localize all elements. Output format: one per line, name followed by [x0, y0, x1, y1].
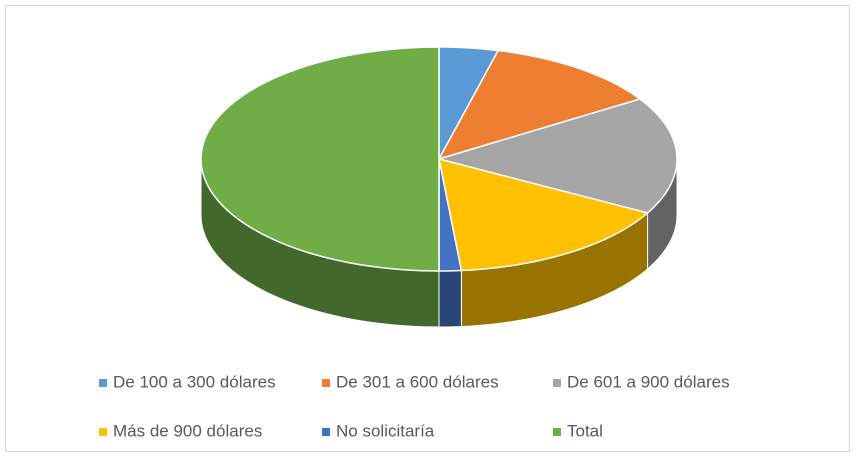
legend-label: No solicitaría: [336, 421, 435, 440]
legend-label: De 100 a 300 dólares: [113, 372, 276, 391]
legend-label: Más de 900 dólares: [113, 421, 262, 440]
legend: De 100 a 300 dólares De 301 a 600 dólares…: [99, 372, 730, 440]
pie-slice: [438, 157, 650, 272]
legend-swatch: [99, 428, 107, 436]
legend-swatch: [553, 428, 561, 436]
pie-slice: [200, 46, 440, 272]
legend-label: De 301 a 600 dólares: [336, 372, 499, 391]
legend-swatch: [322, 379, 330, 387]
legend-label: De 601 a 900 dólares: [567, 372, 730, 391]
pie-tops: [200, 46, 678, 272]
legend-swatch: [99, 379, 107, 387]
legend-label: Total: [567, 421, 603, 440]
pie-slice: [437, 49, 642, 161]
pie-side: [438, 269, 462, 328]
legend-swatch: [553, 379, 561, 387]
pie-slice: [436, 98, 678, 214]
legend-swatch: [322, 428, 330, 436]
